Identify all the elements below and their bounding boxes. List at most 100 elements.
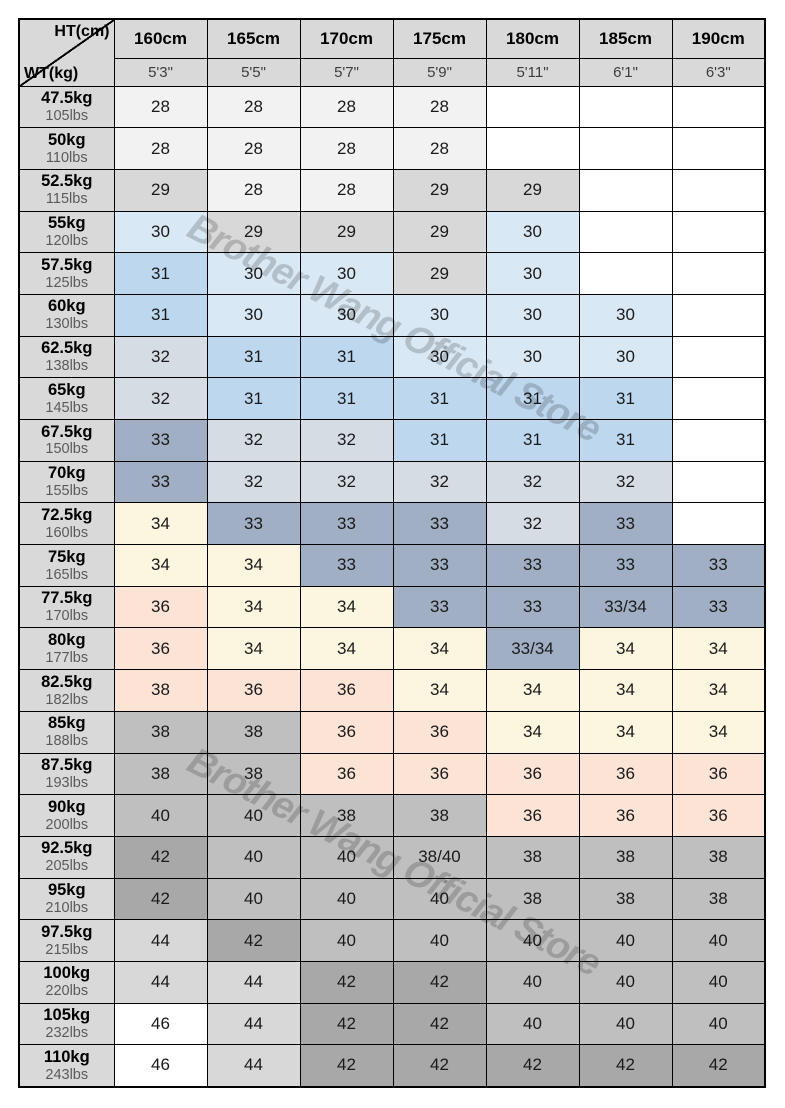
- weight-lbs: 110lbs: [45, 149, 88, 166]
- weight-label-cell: 50kg 110lbs: [18, 127, 115, 170]
- size-cell: 28: [206, 168, 301, 212]
- height-ft-header: 6'1": [578, 57, 673, 87]
- size-cell: 31: [206, 335, 301, 379]
- size-cell: 42: [299, 1044, 394, 1087]
- size-cell: 31: [113, 252, 208, 295]
- weight-lbs: 120lbs: [45, 233, 89, 250]
- size-cell: 33: [578, 544, 673, 587]
- weight-label-cell: 70kg 155lbs: [18, 460, 115, 504]
- size-cell: 44: [206, 1002, 301, 1046]
- size-cell: 33: [299, 544, 394, 587]
- size-cell: 36: [671, 794, 766, 837]
- size-cell: 42: [299, 960, 394, 1004]
- size-cell: 40: [113, 794, 208, 837]
- size-cell: 34: [206, 544, 301, 587]
- size-cell: 38: [671, 877, 766, 921]
- size-cell: 30: [392, 293, 487, 337]
- size-cell: 33: [578, 502, 673, 546]
- weight-label-cell: 80kg 177lbs: [18, 627, 115, 671]
- size-cell: 40: [206, 835, 301, 879]
- table-row: 92.5kg 205lbs 42 40 40 38/40 38 38 38: [18, 835, 766, 879]
- size-cell: 32: [113, 377, 208, 420]
- corner-wt-label: WT(kg): [24, 64, 79, 82]
- size-cell: 42: [113, 835, 208, 879]
- size-cell: 28: [392, 127, 487, 170]
- size-cell: 32: [485, 502, 580, 546]
- weight-label-cell: 100kg 220lbs: [18, 960, 115, 1004]
- table-row: 72.5kg 160lbs 34 33 33 33 32 33: [18, 502, 766, 546]
- table-row: 60kg 130lbs 31 30 30 30 30 30: [18, 293, 766, 337]
- size-cell: [671, 127, 766, 170]
- size-cell: 38: [485, 877, 580, 921]
- weight-label-cell: 62.5kg 138lbs: [18, 335, 115, 379]
- weight-lbs: 193lbs: [45, 774, 89, 791]
- weight-kg: 75kg: [47, 547, 86, 566]
- table-row: 67.5kg 150lbs 33 32 32 31 31 31: [18, 419, 766, 462]
- size-cell: 31: [485, 419, 580, 462]
- size-cell: 40: [671, 1002, 766, 1046]
- table-row: 70kg 155lbs 33 32 32 32 32 32: [18, 460, 766, 504]
- weight-kg: 52.5kg: [41, 172, 93, 191]
- weight-kg: 85kg: [47, 714, 86, 733]
- size-cell: 34: [392, 627, 487, 671]
- size-cell: 28: [299, 85, 394, 129]
- size-cell: 34: [113, 544, 208, 587]
- table-row: 90kg 200lbs 40 40 38 38 36 36 36: [18, 794, 766, 837]
- size-cell: 38: [113, 710, 208, 754]
- size-cell: [485, 85, 580, 129]
- weight-label-cell: 67.5kg 150lbs: [18, 419, 115, 462]
- size-cell: 29: [206, 210, 301, 254]
- size-cell: 34: [671, 627, 766, 671]
- size-cell: 36: [113, 627, 208, 671]
- size-cell: 33: [485, 544, 580, 587]
- table-row: 100kg 220lbs 44 44 42 42 40 40 40: [18, 960, 766, 1004]
- weight-kg: 97.5kg: [41, 922, 93, 941]
- size-cell: 36: [671, 752, 766, 796]
- size-cell: 36: [578, 794, 673, 837]
- size-cell: 38: [113, 752, 208, 796]
- size-cell: 33: [113, 419, 208, 462]
- size-cell: 42: [299, 1002, 394, 1046]
- size-cell: 36: [299, 710, 394, 754]
- size-cell: 36: [485, 794, 580, 837]
- size-cell: 30: [485, 335, 580, 379]
- size-cell: 28: [299, 168, 394, 212]
- size-cell: 30: [578, 293, 673, 337]
- size-cell: 40: [206, 794, 301, 837]
- weight-lbs: 165lbs: [45, 566, 89, 583]
- table-row: 85kg 188lbs 38 38 36 36 34 34 34: [18, 710, 766, 754]
- weight-label-cell: 65kg 145lbs: [18, 377, 115, 420]
- size-cell: 44: [113, 960, 208, 1004]
- header-row-cm: HT(cm) WT(kg) 160cm 165cm 170cm 175cm 18…: [18, 18, 766, 87]
- size-cell: 38: [671, 835, 766, 879]
- size-cell: 40: [578, 919, 673, 962]
- table-row: 95kg 210lbs 42 40 40 40 38 38 38: [18, 877, 766, 921]
- weight-label-cell: 60kg 130lbs: [18, 293, 115, 337]
- size-cell: 29: [113, 168, 208, 212]
- height-ft-header: 5'9": [392, 57, 487, 87]
- weight-lbs: 160lbs: [45, 524, 89, 541]
- size-cell: 38: [206, 710, 301, 754]
- weight-label-cell: 95kg 210lbs: [18, 877, 115, 921]
- weight-kg: 80kg: [47, 630, 86, 649]
- table-row: 110kg 243lbs 46 44 42 42 42 42 42: [18, 1044, 766, 1087]
- size-cell: 42: [485, 1044, 580, 1087]
- size-cell: 30: [485, 293, 580, 337]
- height-ft-header: 5'5": [206, 57, 301, 87]
- size-cell: 33: [206, 502, 301, 546]
- size-chart-table: HT(cm) WT(kg) 160cm 165cm 170cm 175cm 18…: [18, 18, 766, 1088]
- size-cell: 33: [671, 585, 766, 629]
- weight-kg: 47.5kg: [41, 89, 93, 108]
- size-cell: 36: [485, 752, 580, 796]
- size-cell: 42: [671, 1044, 766, 1087]
- size-cell: 36: [206, 669, 301, 712]
- weight-label-cell: 90kg 200lbs: [18, 794, 115, 837]
- weight-lbs: 232lbs: [45, 1025, 89, 1042]
- size-cell: 33: [392, 544, 487, 587]
- size-cell: [671, 293, 766, 337]
- weight-label-cell: 97.5kg 215lbs: [18, 919, 115, 962]
- size-cell: 36: [299, 669, 394, 712]
- size-cell: [578, 210, 673, 254]
- weight-label-cell: 57.5kg 125lbs: [18, 252, 115, 295]
